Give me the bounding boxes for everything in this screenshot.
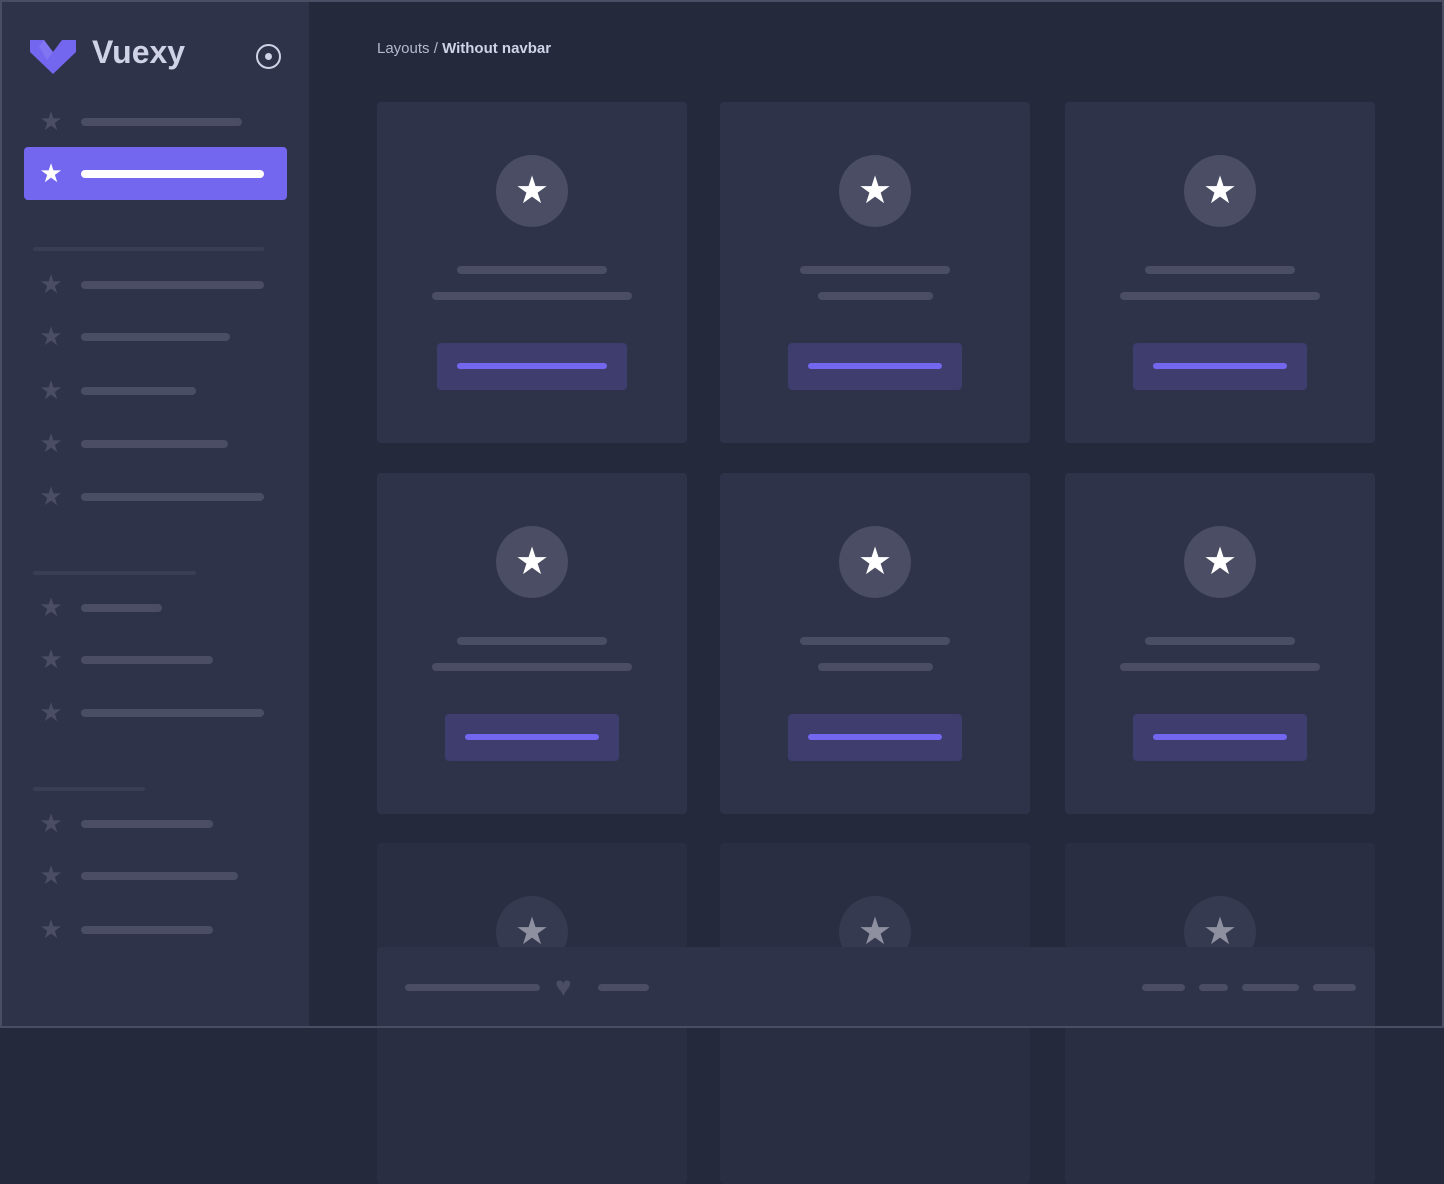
radio-circle-icon[interactable] xyxy=(256,44,281,69)
card-text xyxy=(1120,292,1320,300)
card-button-label xyxy=(808,363,942,369)
heart-icon: ♥ xyxy=(555,971,572,1002)
card-title xyxy=(457,637,607,645)
sidebar-item[interactable] xyxy=(81,333,230,341)
card-title xyxy=(1145,637,1295,645)
section-divider xyxy=(33,247,264,251)
card: ★ xyxy=(377,473,687,814)
star-icon: ★ xyxy=(39,375,63,405)
star-icon: ★ xyxy=(39,644,63,674)
star-icon: ★ xyxy=(39,808,63,838)
card-text xyxy=(817,663,933,671)
footer-text xyxy=(405,984,540,991)
sidebar-item[interactable] xyxy=(81,872,238,880)
card-button[interactable] xyxy=(437,343,627,390)
sidebar: Vuexy ★ ★ ★ ★ ★ ★ ★ ★ ★ ★ ★ ★ ★ xyxy=(0,0,309,1028)
star-icon: ★ xyxy=(39,106,63,136)
vuexy-logo-icon xyxy=(30,40,76,74)
star-icon: ★ xyxy=(39,914,63,944)
breadcrumb-parent[interactable]: Layouts xyxy=(377,40,430,57)
card-button[interactable] xyxy=(788,343,962,390)
card-button[interactable] xyxy=(788,714,962,761)
card-button[interactable] xyxy=(1133,343,1307,390)
sidebar-item[interactable] xyxy=(81,281,264,289)
card-button-label xyxy=(465,734,599,740)
star-icon: ★ xyxy=(496,155,568,227)
star-icon: ★ xyxy=(1184,526,1256,598)
sidebar-item[interactable] xyxy=(81,493,264,501)
breadcrumb-separator: / xyxy=(429,40,443,57)
footer-link[interactable] xyxy=(1242,984,1299,991)
footer-link[interactable] xyxy=(1142,984,1185,991)
star-icon: ★ xyxy=(39,158,63,188)
star-icon: ★ xyxy=(39,269,63,299)
card-text xyxy=(432,663,632,671)
card-title xyxy=(800,637,950,645)
breadcrumb: Layouts / Without navbar xyxy=(377,40,551,57)
breadcrumb-current: Without navbar xyxy=(442,40,552,57)
sidebar-item[interactable] xyxy=(81,387,196,395)
star-icon: ★ xyxy=(39,481,63,511)
card-title xyxy=(800,266,950,274)
star-icon: ★ xyxy=(1184,155,1256,227)
star-icon: ★ xyxy=(496,526,568,598)
star-icon: ★ xyxy=(839,526,911,598)
card: ★ xyxy=(720,473,1030,814)
sidebar-item[interactable] xyxy=(81,604,162,612)
sidebar-item[interactable] xyxy=(81,118,242,126)
sidebar-item[interactable] xyxy=(81,926,213,934)
card-text xyxy=(817,292,933,300)
star-icon: ★ xyxy=(839,155,911,227)
sidebar-item[interactable] xyxy=(81,820,213,828)
card-text xyxy=(432,292,632,300)
sidebar-item[interactable] xyxy=(81,170,264,178)
card-title xyxy=(1145,266,1295,274)
card: ★ xyxy=(1065,473,1375,814)
card-button-label xyxy=(808,734,942,740)
section-divider xyxy=(33,571,196,575)
star-icon: ★ xyxy=(39,860,63,890)
brand-name: Vuexy xyxy=(92,34,186,70)
star-icon: ★ xyxy=(39,428,63,458)
footer-link[interactable] xyxy=(1313,984,1356,991)
sidebar-item[interactable] xyxy=(81,656,213,664)
section-divider xyxy=(33,787,145,791)
footer-link[interactable] xyxy=(1199,984,1228,991)
card-button[interactable] xyxy=(445,714,619,761)
card: ★ xyxy=(1065,102,1375,443)
card: ★ xyxy=(377,102,687,443)
star-icon: ★ xyxy=(39,697,63,727)
star-icon: ★ xyxy=(39,592,63,622)
sidebar-item[interactable] xyxy=(81,440,228,448)
sidebar-item[interactable] xyxy=(81,709,264,717)
star-icon: ★ xyxy=(39,321,63,351)
card-title xyxy=(457,266,607,274)
card-button-label xyxy=(457,363,607,369)
card-button-label xyxy=(1153,363,1287,369)
card-button[interactable] xyxy=(1133,714,1307,761)
card-button-label xyxy=(1153,734,1287,740)
card: ★ xyxy=(720,102,1030,443)
card-text xyxy=(1120,663,1320,671)
footer-link[interactable] xyxy=(598,984,649,991)
